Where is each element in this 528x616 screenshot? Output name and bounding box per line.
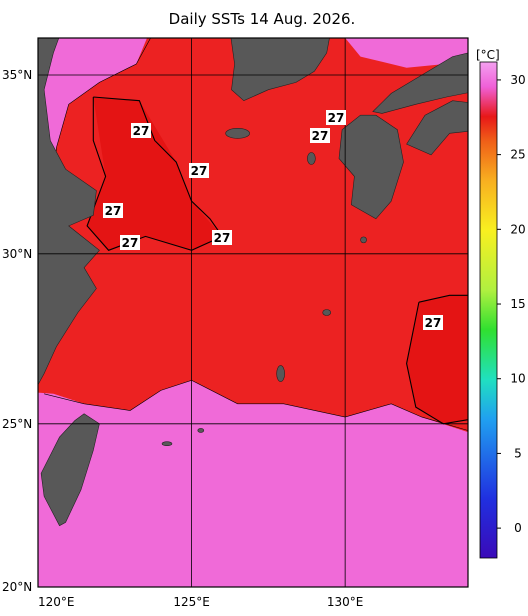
warm-pink-northeast [345, 38, 468, 68]
colorbar-tick-label: 25 [510, 148, 525, 162]
island [360, 236, 367, 244]
contour-label: 27 [105, 204, 122, 218]
land [40, 413, 100, 527]
colorbar [479, 61, 498, 559]
warm-pink-northwest [38, 38, 148, 195]
colorbar-tick-label: 15 [510, 297, 525, 311]
land [338, 114, 404, 220]
contour-label: 27 [328, 111, 345, 125]
colorbar-tick-label: 10 [510, 372, 525, 386]
land [230, 38, 330, 102]
island [276, 365, 285, 382]
island [225, 128, 250, 139]
contour-line [44, 379, 468, 431]
island [197, 428, 205, 433]
land [38, 38, 100, 386]
colorbar-unit: [°C] [476, 48, 500, 62]
lon-tick-label: 130°E [327, 595, 364, 609]
contour-label: 27 [122, 236, 139, 250]
contour-label-box [326, 110, 346, 125]
colorbar-tick-label: 5 [514, 446, 522, 460]
colorbar-tick-label: 30 [510, 73, 525, 87]
contour-line [406, 294, 468, 425]
land [406, 100, 468, 156]
contour-label-box [310, 128, 330, 143]
contour-label: 27 [312, 129, 329, 143]
hot-zone-east [406, 295, 468, 424]
island [322, 309, 332, 316]
lat-tick-label: 20°N [2, 580, 32, 594]
warm-pink-south [38, 380, 468, 587]
island [161, 441, 173, 447]
contour-label-box [189, 163, 209, 178]
land [372, 52, 468, 114]
contour-label-box [212, 230, 232, 245]
lon-tick-label: 120°E [38, 595, 75, 609]
contour-label-box [103, 203, 123, 218]
colorbar-tick-label: 0 [514, 521, 522, 535]
contour-label: 27 [191, 164, 208, 178]
contour-label: 27 [214, 231, 231, 245]
contour-label: 27 [133, 124, 150, 138]
colorbar-tick-label: 20 [510, 222, 525, 236]
contour-line [86, 96, 224, 251]
lon-tick-label: 125°E [173, 595, 210, 609]
contour-label-box [120, 235, 140, 250]
island [307, 152, 316, 165]
lat-tick-label: 25°N [2, 417, 32, 431]
lat-tick-label: 35°N [2, 68, 32, 82]
contour-label-box [423, 315, 443, 330]
contour-label: 27 [425, 316, 442, 330]
title: Daily SSTs 14 Aug. 2026. [169, 10, 356, 28]
contour-label-box [131, 123, 151, 138]
map-area [38, 38, 468, 587]
lat-tick-label: 30°N [2, 247, 32, 261]
